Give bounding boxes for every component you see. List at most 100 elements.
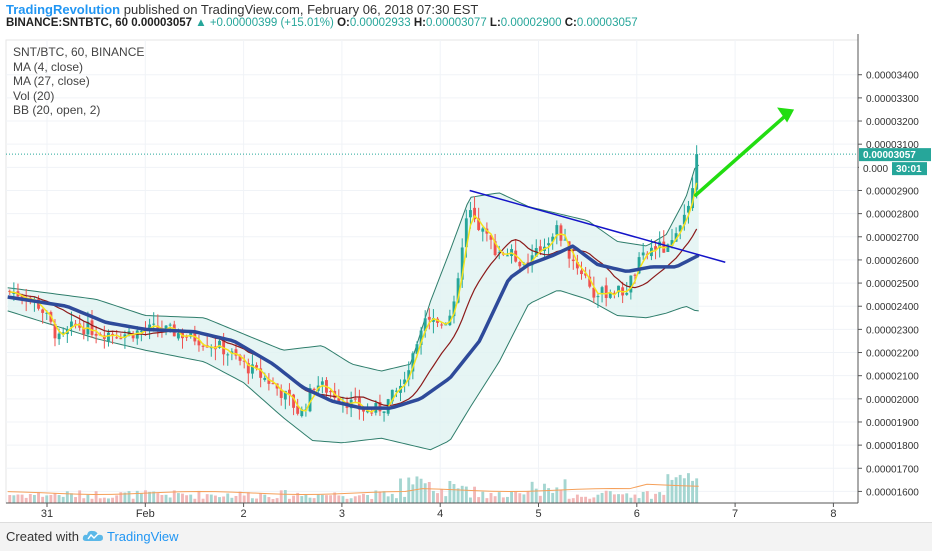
volume-bar [353, 496, 357, 503]
volume-bar [279, 490, 283, 503]
y-tick-label: 0.00001600 [866, 487, 919, 498]
low-value: 0.00002900 [500, 17, 562, 29]
volume-bar [431, 490, 435, 503]
volume-bar [82, 498, 86, 503]
volume-bar [283, 490, 287, 503]
volume-bar [86, 494, 90, 503]
change-value: +0.00000399 (+15.01%) [209, 17, 334, 29]
volume-bar [674, 477, 678, 503]
y-tick-label: 0.00002300 [866, 325, 919, 336]
volume-bar [185, 495, 189, 503]
legend-symbol[interactable]: SNT/BTC, 60, BINANCE [13, 45, 145, 59]
volume-bar [135, 490, 139, 503]
close-label: C: [564, 17, 577, 29]
legend-vol[interactable]: Vol (20) [13, 88, 55, 103]
volume-bar [296, 492, 300, 503]
volume-bar [501, 497, 505, 503]
candle-body [218, 340, 221, 348]
candle-body [226, 354, 230, 356]
candle-body [670, 240, 674, 246]
candle-body [637, 257, 641, 274]
volume-bar [662, 494, 666, 503]
volume-bar [275, 498, 279, 503]
volume-bar [131, 498, 135, 503]
candle-body [176, 333, 180, 339]
volume-bar [390, 493, 394, 503]
volume-bar [333, 492, 337, 503]
volume-bar [325, 495, 328, 503]
price-chart[interactable]: 0.00001600 0.00001700 0.00001800 0.00001900… [0, 0, 932, 522]
candle-body [242, 360, 246, 362]
volume-bar [436, 493, 439, 503]
volume-bar [107, 498, 110, 503]
publish-line: TradingRevolution published on TradingVi… [6, 2, 478, 17]
volume-bar [308, 497, 312, 503]
legend-ma27[interactable]: MA (27, close) [13, 74, 90, 88]
volume-bar [300, 496, 304, 503]
y-tick-label: 0.00002600 [866, 256, 919, 267]
last-price: 0.00003057 [131, 17, 193, 29]
volume-bar [419, 478, 423, 503]
arrow-shaft[interactable] [694, 111, 790, 197]
volume-bar [205, 494, 209, 503]
volume-bar [386, 496, 390, 503]
author-link[interactable]: TradingRevolution [6, 2, 121, 17]
volume-bar [678, 474, 682, 503]
candle-body [94, 333, 98, 336]
candle-body [687, 205, 690, 213]
candle-body [477, 218, 481, 230]
volume-bar [645, 491, 649, 503]
countdown-tag [892, 162, 927, 176]
tradingview-brand[interactable]: TradingView [107, 529, 179, 544]
volume-bar [695, 478, 699, 503]
volume-bar [329, 495, 333, 503]
candle-body [468, 210, 472, 218]
candle-body [608, 292, 612, 298]
volume-bar [551, 492, 555, 503]
volume-bar [464, 486, 468, 503]
legend-bb[interactable]: BB (20, open, 2) [13, 103, 101, 117]
volume-bar [407, 477, 411, 503]
legend-ma4[interactable]: MA (4, close) [13, 59, 84, 74]
volume-bar [156, 493, 160, 503]
candle-body [625, 292, 629, 295]
candle-body [82, 328, 86, 335]
volume-bar [448, 480, 452, 503]
candle-body [547, 243, 551, 246]
candle-body [250, 364, 254, 374]
volume-bar [209, 494, 213, 503]
volume-bar [246, 492, 250, 503]
high-value: 0.00003077 [425, 17, 487, 29]
candle-body [571, 259, 575, 262]
volume-bar [267, 497, 271, 503]
candle-body [563, 239, 567, 241]
candle-body [263, 377, 267, 380]
volume-bar [74, 497, 77, 503]
indicator-legend: SNT/BTC, 60, BINANCE MA (4, close) MA (2… [13, 45, 144, 118]
volume-bar [682, 478, 686, 503]
volume-bar [316, 494, 320, 503]
volume-bar [263, 494, 267, 503]
candle-body [419, 330, 423, 346]
volume-bar [596, 494, 600, 503]
candle-body [423, 318, 427, 332]
tradingview-cloud-icon [82, 530, 103, 541]
volume-bar [612, 494, 616, 503]
volume-bar [538, 495, 542, 503]
close-value: 0.00003057 [576, 17, 638, 29]
candle-body [119, 338, 123, 340]
candle-body [131, 333, 135, 339]
symbol-label: BINANCE:SNTBTC, 60 [6, 17, 129, 29]
arrow-head[interactable] [777, 107, 795, 123]
volume-bar [366, 494, 370, 503]
candle-body [296, 405, 300, 414]
trendline[interactable] [469, 189, 726, 263]
candle-body [658, 241, 662, 249]
candle-body [390, 389, 394, 402]
y-tick-label: 0.00001800 [866, 441, 919, 452]
candle-body [139, 330, 143, 332]
candle-body [41, 309, 45, 313]
candle-body [353, 398, 357, 400]
volume-bar [411, 484, 415, 503]
volume-bar [127, 491, 131, 503]
